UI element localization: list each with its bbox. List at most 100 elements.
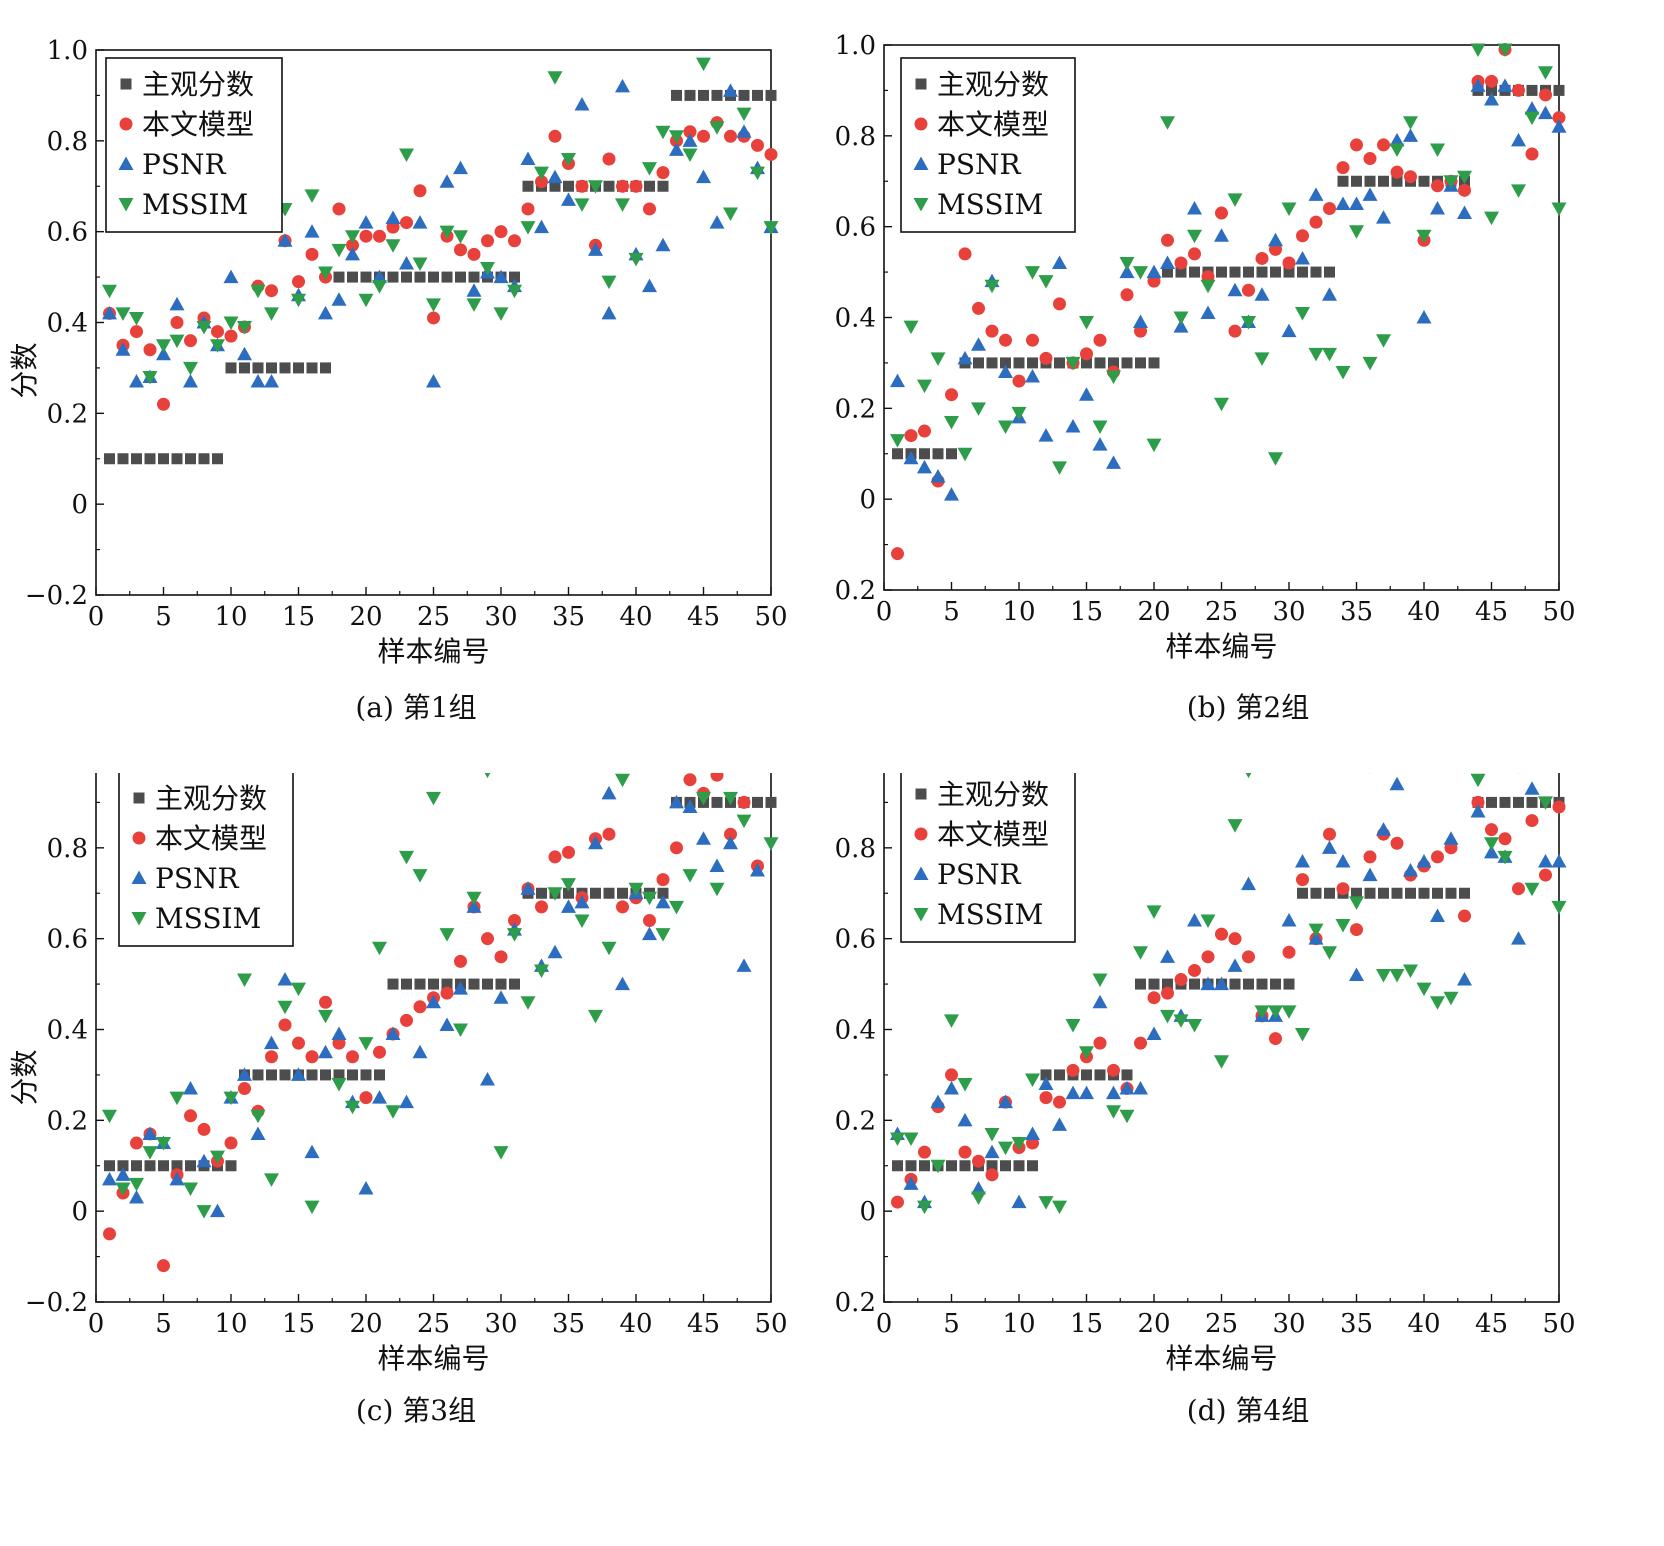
proposed-model-point (346, 238, 359, 252)
y-axis-label: 分数 (8, 342, 41, 398)
x-tick-label: 30 (484, 602, 517, 632)
x-tick-label: 0 (876, 1309, 893, 1339)
mssim-point (1119, 257, 1135, 271)
proposed-model-point (440, 986, 454, 1000)
mssim-point (1106, 370, 1121, 385)
mssim-point (642, 891, 657, 906)
mssim-point (682, 148, 698, 162)
proposed-model-point (1039, 351, 1053, 365)
psnr-point (669, 794, 684, 809)
subjective-score-point (225, 1160, 237, 1172)
psnr-point (1025, 369, 1040, 383)
subjective-score-point (1337, 175, 1349, 187)
psnr-point (998, 364, 1013, 378)
psnr-point (1376, 822, 1391, 836)
x-tick-label: 10 (1002, 597, 1035, 627)
subjective-score-point (765, 89, 777, 101)
psnr-point (1119, 1081, 1135, 1095)
proposed-model-point (1471, 795, 1485, 809)
legend-label: PSNR (937, 858, 1022, 891)
psnr-point (520, 881, 536, 895)
mssim-point (1470, 43, 1486, 58)
mssim-point (1092, 973, 1108, 988)
psnr-point (304, 224, 320, 238)
subjective-score-point (603, 180, 615, 192)
mssim-point (453, 1023, 468, 1037)
subjective-score-point (1162, 266, 1173, 278)
subjective-score-point (1121, 357, 1133, 369)
proposed-model-point (1552, 111, 1566, 125)
psnr-point (345, 246, 360, 261)
panel-d: 05101520253035404550−0.200.20.40.60.81.0… (832, 773, 1664, 1546)
proposed-model-point (985, 324, 999, 338)
psnr-point (399, 1094, 414, 1109)
psnr-point (1538, 105, 1553, 120)
psnr-point (1416, 310, 1432, 324)
mssim-point (183, 361, 198, 376)
subjective-score-point (1310, 266, 1322, 278)
mssim-point (439, 928, 455, 942)
subjective-score-point (212, 453, 223, 465)
mssim-point (1241, 316, 1256, 330)
x-tick-label: 5 (943, 1309, 960, 1339)
x-tick-label: 15 (1070, 1309, 1103, 1339)
proposed-model-point (616, 900, 629, 914)
subjective-score-point (684, 89, 696, 101)
proposed-model-point (683, 773, 697, 787)
mssim-point (1376, 334, 1391, 348)
mssim-point (1369, 773, 1371, 774)
mssim-point (1146, 905, 1162, 919)
psnr-point (1403, 128, 1418, 142)
y-tick-label: −0.2 (25, 581, 88, 611)
mssim-point (1308, 347, 1324, 362)
psnr-point (574, 97, 590, 111)
psnr-point (903, 450, 919, 465)
psnr-point (669, 142, 684, 156)
legend-box (900, 773, 1076, 943)
proposed-model-point (130, 325, 143, 339)
subjective-score-point (1094, 357, 1106, 369)
y-tick-label: 0.6 (835, 213, 876, 243)
x-tick-label: 25 (1205, 1309, 1238, 1339)
mssim-point (210, 339, 225, 353)
mssim-point (561, 878, 576, 892)
proposed-model-point (346, 1050, 359, 1064)
subjective-score-point (1081, 357, 1092, 369)
mssim-point (1065, 1018, 1081, 1033)
mssim-point (385, 1105, 401, 1119)
subjective-score-point (946, 448, 957, 460)
subjective-score-point (1351, 175, 1362, 187)
psnr-point (129, 374, 144, 388)
subjective-score-point (1135, 978, 1146, 990)
proposed-model-point (400, 1013, 413, 1027)
psnr-point (736, 124, 752, 138)
psnr-point (655, 237, 671, 252)
x-tick-label: 30 (484, 1309, 517, 1339)
psnr-point (1484, 844, 1499, 859)
mssim-point (223, 1091, 239, 1106)
proposed-model-point (157, 397, 170, 411)
subjective-score-point (1162, 978, 1173, 990)
proposed-model-point (1255, 251, 1269, 265)
legend-label: 主观分数 (142, 68, 254, 101)
proposed-model-point (683, 125, 697, 139)
mssim-point (574, 198, 590, 212)
psnr-point (1281, 913, 1297, 927)
mssim-point (750, 166, 765, 181)
proposed-model-point (1093, 333, 1107, 347)
mssim-point (682, 869, 698, 883)
proposed-model-point (508, 234, 521, 248)
proposed-model-point-series (891, 795, 1566, 1209)
psnr-point (1079, 1085, 1094, 1100)
subjective-score-point (1081, 1069, 1092, 1081)
subjective-score-point (387, 978, 399, 990)
mssim-point (1497, 850, 1513, 865)
proposed-model-point (1134, 1036, 1147, 1050)
subjective-score-point (320, 1069, 331, 1081)
proposed-model-point (548, 129, 562, 143)
mssim-point (957, 1078, 973, 1092)
subjective-score-point (1297, 266, 1308, 278)
psnr-point (642, 926, 657, 941)
